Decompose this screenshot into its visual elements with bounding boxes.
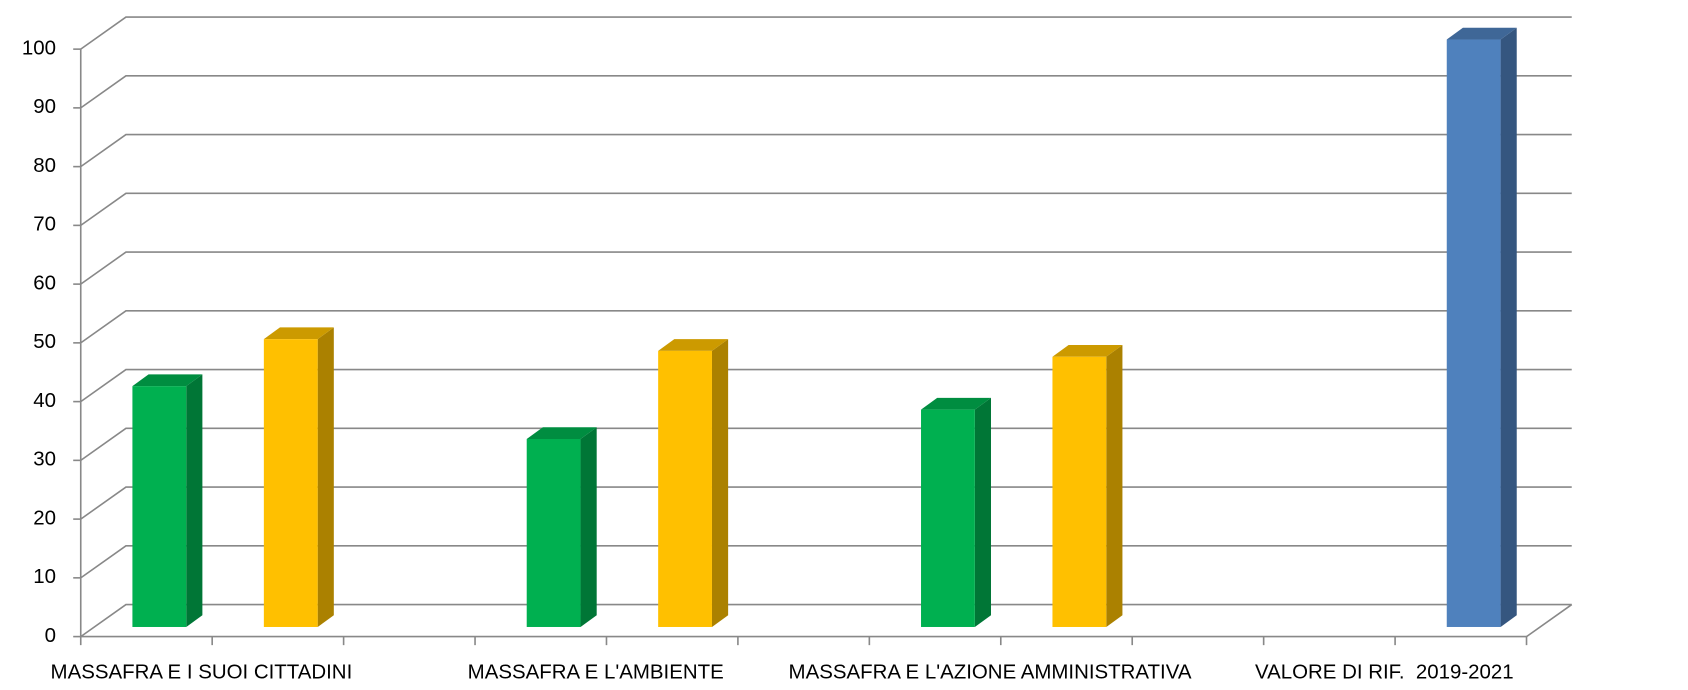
bar-side	[317, 327, 334, 627]
x-tick-label: MASSAFRA E L'AMBIENTE	[468, 661, 724, 683]
y-tick-label: 10	[33, 566, 56, 588]
bar-top	[921, 397, 991, 410]
y-tick-label: 0	[45, 625, 56, 647]
bar	[526, 438, 581, 627]
y-tick-label: 20	[33, 508, 56, 530]
bar-top	[263, 327, 334, 340]
bar	[263, 339, 318, 627]
grid-line	[80, 192, 1572, 227]
bar-side	[580, 427, 597, 627]
bar-side	[711, 339, 729, 627]
bar	[921, 409, 975, 627]
bar-top	[658, 339, 729, 351]
grid-line	[80, 251, 1572, 285]
bar-top	[526, 427, 597, 439]
x-tick-label: MASSAFRA E L'AZIONE AMMINISTRATIVA	[789, 661, 1192, 683]
bar	[132, 386, 187, 627]
bar-top	[1052, 345, 1123, 357]
bar	[1446, 39, 1501, 627]
bar-top	[1446, 27, 1517, 40]
x-tick-label: MASSAFRA E I SUOI CITTADINI	[51, 661, 353, 683]
y-tick-label: 80	[33, 155, 56, 177]
bar	[1052, 356, 1107, 627]
y-tick-label: 50	[33, 331, 56, 353]
y-tick-label: 60	[33, 273, 56, 295]
grid-line	[80, 75, 1572, 109]
bar-side	[1106, 345, 1123, 627]
grid-line	[80, 16, 1572, 50]
y-tick-label: 40	[33, 390, 56, 412]
bar-side	[1500, 27, 1517, 627]
grid-line	[80, 310, 1572, 344]
bar-side	[186, 374, 203, 627]
bar-top	[132, 374, 203, 387]
y-tick-label: 70	[33, 214, 56, 236]
bar-side	[974, 397, 991, 627]
y-tick-label: 30	[33, 449, 56, 471]
x-tick-label: VALORE DI RIF. 2019-2021	[1255, 661, 1514, 683]
y-tick-label: 90	[33, 96, 56, 118]
x-axis-depth	[1526, 603, 1573, 638]
grid-line	[80, 133, 1572, 168]
bar	[658, 350, 712, 627]
y-tick-label: 100	[22, 38, 56, 60]
